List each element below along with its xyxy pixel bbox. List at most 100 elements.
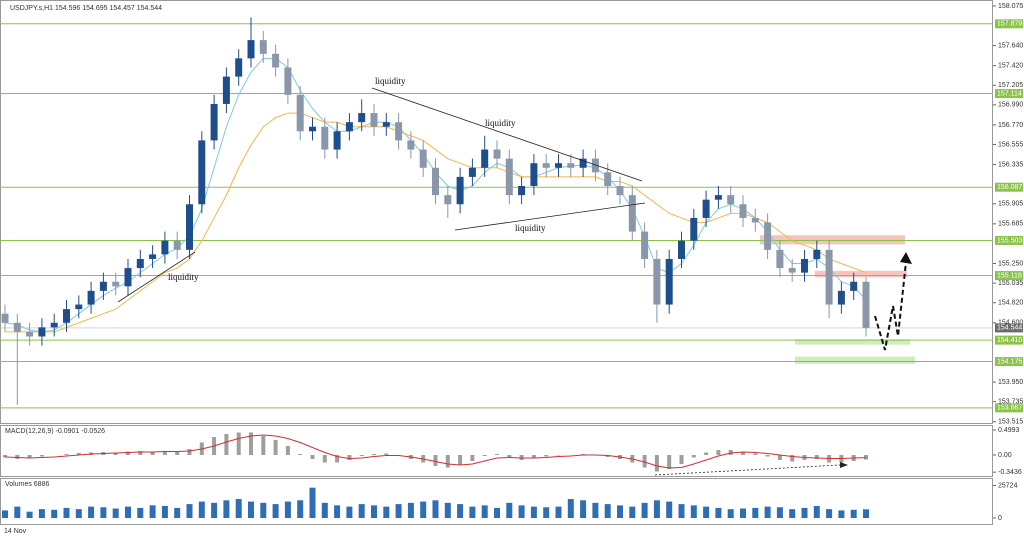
volume-bar — [346, 506, 353, 518]
volume-bar — [186, 504, 193, 518]
candle-body — [112, 281, 120, 287]
arrow-head — [840, 462, 848, 468]
volume-bar — [14, 506, 21, 518]
macd-bar — [162, 451, 167, 455]
candle-body — [456, 176, 464, 205]
volume-bar — [567, 499, 574, 518]
macd-bar — [790, 455, 795, 462]
volume-bar — [863, 509, 869, 518]
candle-body — [149, 254, 157, 259]
y-tick-label: 155.905 — [998, 201, 1023, 208]
macd-trend-line — [654, 464, 841, 476]
macd-bar — [27, 455, 32, 458]
volume-bar — [88, 506, 95, 518]
volume-bar — [838, 510, 845, 518]
volume-bar — [174, 507, 181, 518]
y-tick-label: 157.640 — [998, 42, 1023, 49]
volume-bar — [51, 509, 58, 518]
candle-body — [136, 258, 144, 269]
y-tick-label: 155.685 — [998, 221, 1023, 228]
volume-bar — [371, 505, 377, 518]
volume-bar — [481, 505, 488, 518]
candle-body — [628, 195, 636, 232]
volume-bar — [727, 509, 734, 518]
candle-body — [493, 149, 501, 159]
candle-body — [87, 290, 95, 305]
candle-body — [296, 94, 304, 132]
macd-bar — [531, 455, 536, 458]
volume-panel — [0, 478, 993, 525]
volume-bar — [617, 505, 623, 518]
candle-body — [481, 149, 489, 168]
candle-body — [75, 304, 83, 310]
volume-bar — [407, 502, 414, 518]
volume-bar — [715, 507, 722, 518]
macd-bar — [359, 455, 364, 456]
macd-bar — [704, 452, 709, 455]
y-tick-label: 0.4993 — [998, 427, 1020, 434]
level-tag — [995, 235, 1023, 245]
volume-bar — [469, 506, 476, 518]
volume-bar — [358, 504, 365, 518]
volume-bar — [543, 507, 550, 518]
volume-bar — [850, 509, 857, 518]
candle-body — [813, 249, 821, 259]
y-tick-label: 157.205 — [998, 82, 1023, 89]
annotation: liquidity — [375, 76, 406, 86]
volume-bar — [309, 487, 316, 518]
volume-bar — [776, 507, 783, 518]
last-price-label: 154.544 — [997, 325, 1022, 332]
trend-line — [454, 202, 646, 231]
volume-bar — [75, 509, 82, 518]
volume-bar — [420, 501, 427, 518]
volume-bar — [530, 506, 537, 518]
macd-bar — [3, 455, 7, 458]
volume-bar — [580, 500, 587, 518]
candle-body — [837, 290, 845, 305]
candle-body — [284, 67, 292, 95]
volume-bar — [284, 501, 291, 518]
macd-bar — [544, 455, 549, 457]
macd-bar — [285, 446, 290, 455]
level-label: 154.410 — [997, 337, 1022, 344]
macd-bar — [667, 455, 672, 469]
volume-bar — [653, 500, 660, 518]
y-tick-label: -0.3436 — [998, 469, 1022, 476]
macd-signal — [4, 434, 867, 469]
macd-bar — [113, 452, 118, 455]
volume-bar — [161, 506, 168, 518]
candle-body — [309, 126, 316, 132]
macd-bar — [814, 455, 819, 459]
macd-bar — [642, 455, 647, 468]
y-tick-label: 0.00 — [998, 452, 1012, 459]
volume-bar — [334, 505, 341, 518]
moving-average — [5, 112, 867, 333]
level-label: 155.118 — [997, 272, 1022, 279]
volume-title: Volumes 6886 — [5, 481, 49, 488]
macd-bar — [445, 455, 450, 468]
candle-body — [616, 186, 624, 196]
macd-bar — [507, 455, 512, 458]
candle-body — [739, 204, 747, 218]
macd-bar — [224, 434, 229, 455]
candle-body — [542, 163, 550, 168]
y-tick-label: 157.420 — [998, 62, 1023, 69]
candle-body — [222, 76, 230, 104]
volume-bar — [690, 505, 697, 518]
level-tag — [995, 357, 1023, 367]
macd-bar — [679, 455, 684, 464]
volume-bar — [297, 500, 304, 518]
level-label: 153.667 — [997, 405, 1022, 412]
candle-body — [432, 167, 439, 196]
candle-body — [370, 113, 378, 127]
y-tick-label: 156.335 — [998, 161, 1023, 168]
candle-body — [198, 140, 206, 205]
candle-body — [247, 40, 255, 59]
macd-bar — [654, 455, 659, 472]
macd-bar — [458, 455, 463, 465]
macd-bar — [39, 455, 44, 457]
annotation: liquidity — [168, 272, 199, 282]
volume-bar — [703, 506, 710, 518]
candle-body — [567, 163, 575, 168]
candle-body — [395, 122, 403, 141]
